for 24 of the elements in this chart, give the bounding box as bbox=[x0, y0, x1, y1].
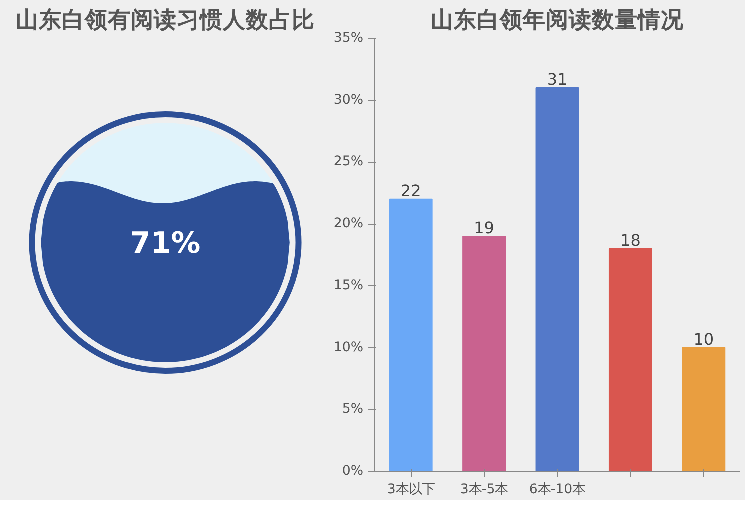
bar bbox=[536, 87, 580, 472]
data-label: 31 bbox=[547, 70, 568, 89]
data-label: 19 bbox=[474, 218, 494, 238]
bar bbox=[462, 236, 506, 472]
chart-title: 山东白领年阅读数量情况 bbox=[431, 8, 685, 34]
y-tick-label: 10% bbox=[334, 340, 364, 356]
bar bbox=[608, 248, 652, 472]
y-tick-label: 30% bbox=[334, 92, 364, 108]
x-tick-label: 3本以下 bbox=[387, 482, 435, 498]
x-tick-label: 3本-5本 bbox=[460, 482, 508, 498]
y-tick-label: 15% bbox=[334, 278, 364, 294]
data-label: 22 bbox=[400, 181, 422, 200]
x-tick-label: 6本-10本 bbox=[529, 482, 586, 498]
bar bbox=[389, 198, 433, 472]
bar bbox=[682, 347, 726, 472]
data-label: 18 bbox=[620, 230, 641, 250]
y-tick-label: 0% bbox=[342, 464, 364, 479]
y-tick-label: 35% bbox=[334, 31, 364, 46]
y-tick-label: 5% bbox=[342, 402, 364, 418]
text: 山东白领有阅读习惯人数占比 bbox=[16, 8, 315, 34]
data-label: 71% bbox=[130, 226, 201, 260]
y-tick-label: 20% bbox=[334, 216, 364, 232]
y-tick-label: 25% bbox=[334, 154, 364, 170]
data-label: 10 bbox=[694, 330, 714, 349]
